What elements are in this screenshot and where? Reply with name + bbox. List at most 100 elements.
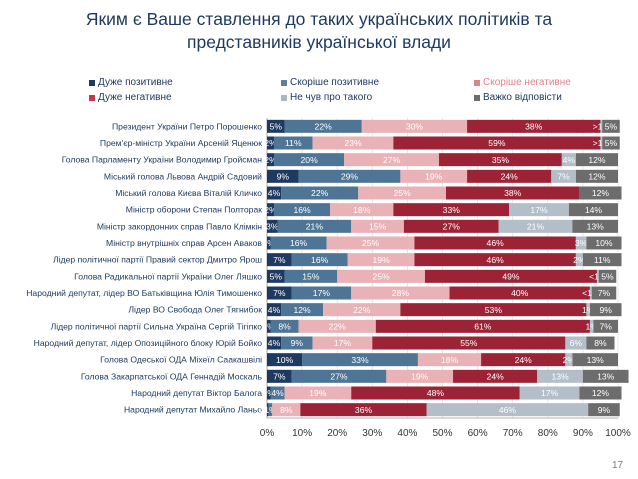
bar-segment-rather-negative bbox=[386, 369, 454, 383]
data-label-hard-to-answer: 8% bbox=[594, 338, 607, 348]
bar-segment-very-negative bbox=[438, 153, 562, 167]
bar-segment-very-negative bbox=[424, 269, 597, 283]
bar-segment-rather-positive bbox=[291, 369, 387, 383]
bar-segment-very-positive bbox=[267, 169, 299, 183]
category-label: Міністр внутрішніх справ Арсен Аваков bbox=[106, 238, 262, 248]
x-tick-label: 20% bbox=[327, 428, 347, 439]
data-label-hard-to-answer: 13% bbox=[587, 355, 605, 365]
data-label-very-negative: 24% bbox=[501, 172, 519, 182]
bar-segment-rather-negative bbox=[361, 119, 468, 133]
data-label-rather-positive: 27% bbox=[330, 372, 348, 382]
data-label-hard-to-answer: 13% bbox=[597, 372, 615, 382]
page-number: 17 bbox=[612, 460, 624, 471]
category-label: Прем'єр-міністр України Арсеній Яценюк bbox=[100, 138, 262, 148]
legend-item-very-negative: Дуже негативне bbox=[89, 92, 172, 103]
data-label-very-negative: 48% bbox=[427, 388, 445, 398]
data-label-very-positive: 4% bbox=[268, 338, 281, 348]
data-label-rather-positive: 22% bbox=[315, 122, 333, 132]
data-label-rather-negative: 25% bbox=[372, 272, 390, 282]
bar-segment-rather-positive bbox=[291, 253, 348, 267]
bar-segment-hard-to-answer bbox=[602, 136, 620, 150]
bar-segment-very-positive bbox=[267, 336, 282, 350]
bar-segment-very-positive bbox=[267, 386, 271, 400]
data-label-not-heard: 13% bbox=[551, 372, 569, 382]
bar-segment-rather-negative bbox=[326, 236, 415, 250]
bar-segment-rather-negative bbox=[347, 253, 415, 267]
data-label-not-heard: 46% bbox=[499, 405, 517, 415]
data-label-not-heard: 21% bbox=[527, 222, 545, 232]
data-label-very-positive: >1% bbox=[259, 405, 277, 415]
legend-swatch-hard-to-answer bbox=[474, 94, 480, 101]
data-label-very-positive: 5% bbox=[270, 122, 283, 132]
data-label-rather-positive: 16% bbox=[311, 255, 329, 265]
data-label-very-positive: 4% bbox=[268, 305, 281, 315]
data-label-very-positive: 7% bbox=[273, 255, 286, 265]
x-tick-label: 80% bbox=[538, 428, 558, 439]
data-label-rather-positive: 12% bbox=[293, 305, 311, 315]
data-label-very-positive: 7% bbox=[273, 288, 286, 298]
data-label-hard-to-answer: 10% bbox=[595, 238, 613, 248]
bar-segment-hard-to-answer bbox=[598, 269, 617, 283]
data-label-not-heard: 2% bbox=[563, 355, 576, 365]
category-label: Міністр оборони Степан Полторак bbox=[126, 205, 262, 215]
data-label-very-negative: 61% bbox=[474, 322, 492, 332]
x-tick-label: 70% bbox=[503, 428, 523, 439]
data-label-not-heard: >1% bbox=[593, 138, 611, 148]
chart-title-line-2: представників української влади bbox=[187, 32, 451, 52]
bar-segment-rather-positive bbox=[281, 186, 359, 200]
bar-segment-very-positive bbox=[267, 203, 275, 217]
legend-swatch-very-positive bbox=[89, 79, 95, 86]
bar-segment-not-heard bbox=[565, 336, 587, 350]
bar-segment-rather-negative bbox=[323, 303, 401, 317]
data-label-very-positive: 9% bbox=[277, 172, 290, 182]
category-label: Голова Парламенту України Володимир Грой… bbox=[62, 155, 263, 165]
legend-label-rather-positive: Скоріше позитивне bbox=[290, 77, 380, 88]
bar-segment-hard-to-answer bbox=[572, 353, 618, 367]
data-label-rather-positive: 1% bbox=[264, 405, 277, 415]
data-label-not-heard: 1% bbox=[582, 305, 595, 315]
data-label-rather-negative: 25% bbox=[394, 188, 412, 198]
bar-segment-rather-positive bbox=[281, 336, 313, 350]
bar-segment-rather-negative bbox=[330, 203, 394, 217]
bar-segment-hard-to-answer bbox=[588, 403, 620, 417]
data-label-hard-to-answer: 9% bbox=[598, 405, 611, 415]
data-label-very-negative: 59% bbox=[488, 138, 506, 148]
bar-segment-very-negative bbox=[375, 319, 590, 333]
bar-segment-very-negative bbox=[403, 219, 499, 233]
bar-segment-not-heard bbox=[575, 253, 583, 267]
x-tick-label: 50% bbox=[432, 428, 452, 439]
bar-segment-rather-negative bbox=[358, 186, 447, 200]
bar-segment-very-negative bbox=[393, 203, 510, 217]
data-label-very-negative: 49% bbox=[502, 272, 520, 282]
data-label-hard-to-answer: 5% bbox=[601, 272, 614, 282]
data-label-hard-to-answer: 9% bbox=[600, 305, 613, 315]
data-label-very-positive: 1% bbox=[263, 322, 276, 332]
bar-segment-hard-to-answer bbox=[575, 153, 618, 167]
bar-segment-rather-negative bbox=[298, 319, 376, 333]
data-label-rather-negative: 23% bbox=[344, 138, 362, 148]
bar-segment-very-positive bbox=[267, 286, 292, 300]
chart-title-line-1: Яким є Ваше ставлення до таких українськ… bbox=[85, 9, 553, 29]
bar-segment-rather-positive bbox=[274, 153, 345, 167]
data-label-rather-positive: 4% bbox=[271, 388, 284, 398]
data-label-rather-positive: 21% bbox=[306, 222, 324, 232]
legend-label-rather-negative: Скоріше негативне bbox=[483, 77, 571, 88]
category-label: Міський голова Києва Віталій Кличко bbox=[115, 188, 262, 198]
bar-segment-very-positive bbox=[267, 253, 292, 267]
data-label-very-positive: 10% bbox=[276, 355, 294, 365]
legend-swatch-not-heard bbox=[281, 94, 287, 101]
bar-segment-very-negative bbox=[372, 336, 566, 350]
data-label-not-heard: 3% bbox=[575, 238, 588, 248]
data-label-very-positive: 2% bbox=[264, 205, 277, 215]
data-label-rather-positive: 33% bbox=[351, 355, 369, 365]
bar-segment-hard-to-answer bbox=[602, 119, 620, 133]
bar-segment-not-heard bbox=[551, 169, 576, 183]
bar-segment-rather-negative bbox=[272, 403, 301, 417]
data-label-very-negative: 27% bbox=[443, 222, 461, 232]
data-label-not-heard: 17% bbox=[530, 205, 548, 215]
data-label-hard-to-answer: 7% bbox=[598, 288, 611, 298]
data-label-rather-positive: 11% bbox=[285, 138, 302, 148]
bar-segment-not-heard bbox=[561, 153, 576, 167]
bar-segment-hard-to-answer bbox=[589, 303, 622, 317]
